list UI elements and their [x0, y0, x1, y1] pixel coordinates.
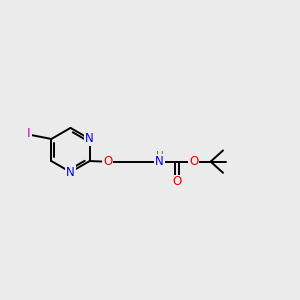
Text: N: N [85, 133, 94, 146]
Text: O: O [103, 155, 112, 168]
Text: N: N [155, 155, 164, 168]
Text: H: H [156, 151, 164, 161]
Text: O: O [189, 155, 198, 168]
Text: O: O [173, 176, 182, 188]
Text: N: N [66, 166, 75, 178]
Text: I: I [27, 127, 31, 140]
